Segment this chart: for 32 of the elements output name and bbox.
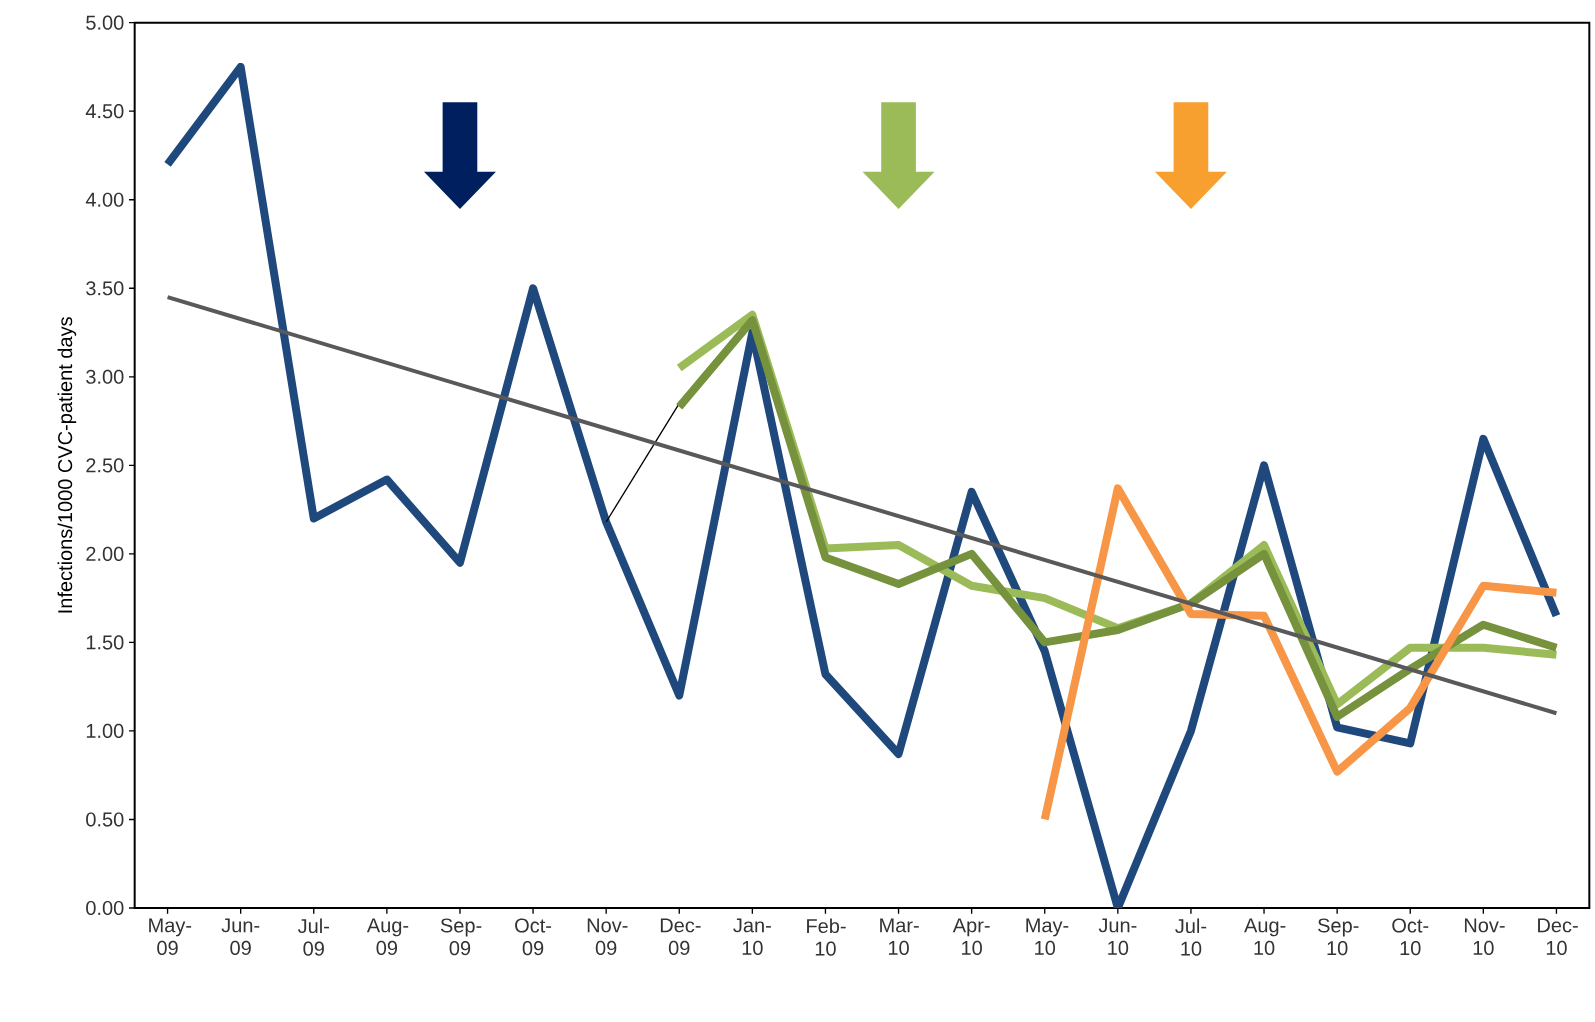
x-tick-label: Jan-10	[733, 918, 771, 956]
y-tick-label: 3.50	[86, 281, 124, 296]
x-tick-label: Jun-10	[1098, 918, 1137, 956]
x-tick-label: Jun-09	[221, 918, 260, 956]
x-tick-label: Sep-10	[1318, 918, 1359, 956]
x-tick-label: May-09	[149, 918, 192, 956]
y-tick-label: 1.00	[86, 723, 124, 739]
x-tick-label: Dec-09	[660, 918, 701, 956]
x-tick-label: Jul-09	[297, 918, 329, 956]
y-tick-label: 3.00	[86, 369, 124, 384]
x-tick-label: May-10	[1026, 918, 1069, 956]
y-tick-label: 2.50	[86, 458, 124, 473]
x-tick-label: Dec-10	[1538, 918, 1578, 956]
x-tick-label: Aug-10	[1244, 918, 1286, 956]
y-tick-label: 4.50	[85, 104, 124, 119]
x-tick-label: Oct-09	[515, 918, 552, 956]
x-tick-label: Nov-10	[1464, 918, 1505, 956]
y-tick-label: 0.00	[86, 900, 124, 916]
x-tick-label: Aug-09	[366, 918, 409, 956]
y-tick-label: 4.00	[85, 192, 124, 207]
y-tick-label: 5.00	[86, 15, 124, 30]
x-tick-label: Sep-09	[440, 918, 482, 956]
y-axis-title: Infections/1000 CVC-patient days	[57, 317, 77, 613]
y-tick-label: 0.50	[86, 812, 124, 827]
y-tick-label: 2.00	[86, 546, 124, 561]
x-tick-label: Mar-10	[880, 918, 919, 956]
x-tick-label: Jul-10	[1175, 918, 1207, 956]
x-tick-label: Nov-09	[587, 918, 628, 956]
x-tick-label: Apr-10	[952, 918, 990, 956]
x-tick-label: Oct-10	[1392, 918, 1429, 956]
y-tick-label: 1.50	[86, 635, 124, 650]
x-tick-label: Feb-10	[807, 918, 846, 956]
